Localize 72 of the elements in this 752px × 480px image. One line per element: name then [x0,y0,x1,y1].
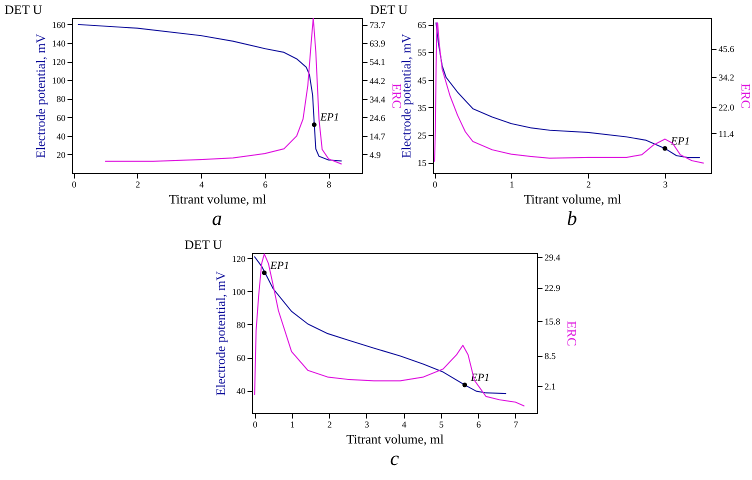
text: b [567,208,577,230]
x-axis-title: Titrant volume, ml [524,192,622,206]
annotation: EP1 [269,260,290,272]
x-tick-label: 0 [252,420,258,430]
chart-title: DET U [4,2,43,17]
y-tick-label: 25 [418,130,427,140]
y-tick-label: 80 [56,94,66,104]
y2-tick-label: 34.2 [718,72,734,82]
x-axis-title: Titrant volume, ml [168,192,267,206]
y2-tick-label: 14.7 [370,131,386,142]
y2-tick-label: 4.9 [370,150,382,160]
y-tick-label: 80 [236,320,246,330]
y2-tick-label: 2.1 [544,382,556,392]
y-tick-label: 60 [236,353,246,364]
y-tick-label: 60 [56,112,66,123]
y-tick-label: 20 [56,150,66,160]
x-tick-label: 5 [439,420,444,430]
y2-tick-label: 45.6 [718,44,735,54]
x-tick-label: 1 [290,420,295,430]
y2-tick-label: 63.9 [370,38,386,49]
y2-tick-label: 34.4 [370,94,386,104]
y-tick-label: 40 [236,386,246,396]
y-tick-label: 35 [418,102,427,113]
y2-tick-label: 22.9 [544,283,561,294]
x-tick-label: 3 [663,180,668,190]
y2-axis-title: ERC [564,320,580,346]
x-tick-label: 2 [586,180,591,190]
x-tick-label: 6 [476,420,482,430]
y-tick-label: 45 [418,75,427,86]
y-tick-label: 65 [418,20,427,30]
x-tick-label: 4 [199,180,204,190]
line-series [254,256,506,394]
y-tick-label: 15 [418,158,427,168]
y-tick-label: 140 [52,38,66,49]
y-tick-label: 120 [52,57,66,68]
y-axis-title: Electrode potential, mV [33,33,48,158]
x-tick-label: 1 [510,180,514,190]
y-tick-label: 55 [418,48,427,58]
y2-axis-title: ERC [738,83,752,109]
y-tick-label: 120 [232,254,246,264]
annotation: EP1 [319,112,340,124]
y2-tick-label: 73.7 [370,20,386,30]
x-tick-label: 2 [327,420,332,430]
annotation: EP1 [670,135,690,148]
y2-tick-label: 22.0 [718,102,735,113]
chart-title: DET U [370,2,408,17]
y2-tick-label: 54.1 [370,57,386,68]
x-tick-label: 2 [136,180,140,190]
y-tick-label: 100 [52,76,66,86]
y2-tick-label: 44.2 [370,76,386,86]
x-tick-label: 0 [72,180,77,190]
y-axis-title: Electrode potential, mV [213,270,228,396]
x-tick-label: 0 [432,180,438,190]
line-series [254,253,525,406]
y2-tick-label: 15.8 [544,316,561,327]
y-tick-label: 100 [232,286,246,297]
text: a [212,208,222,230]
text: c [390,448,400,470]
chart-title: DET U [184,236,223,252]
y2-tick-label: 8.5 [544,351,556,362]
y2-tick-label: 29.4 [544,252,561,262]
y2-tick-label: 11.4 [718,128,734,139]
x-tick-label: 8 [326,180,332,190]
y-tick-label: 160 [52,20,66,30]
x-tick-label: 6 [263,180,268,190]
x-tick-label: 3 [364,420,370,430]
y2-tick-label: 24.6 [370,112,386,123]
y2-axis-title: ERC [389,83,404,109]
x-tick-label: 7 [514,420,519,430]
x-tick-label: 4 [402,420,407,430]
y-tick-label: 40 [56,131,66,142]
x-axis-title: Titrant volume, ml [346,432,444,446]
